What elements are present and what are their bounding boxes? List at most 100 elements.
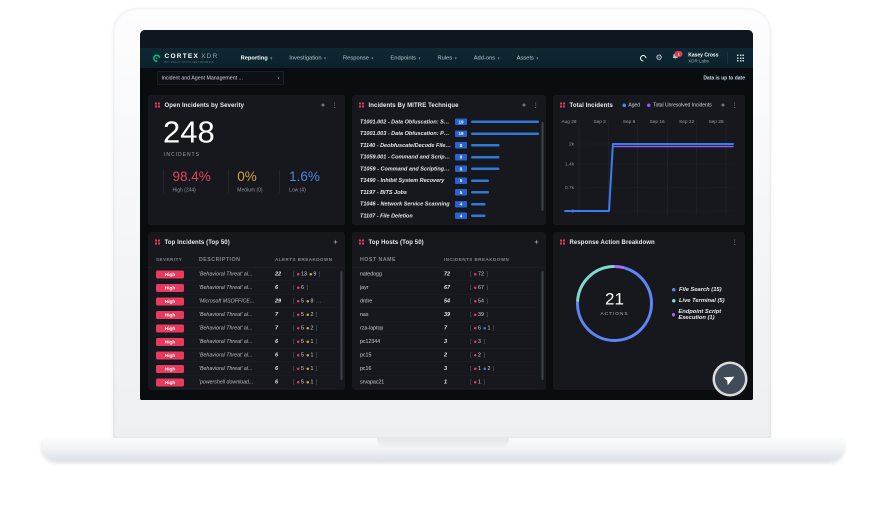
svg-text:1.4k: 1.4k (565, 162, 575, 168)
dashboard-selector[interactable]: Incident and Agent Management ... ▾ (157, 71, 284, 85)
breakdown-item: 9 (309, 271, 316, 277)
table-row[interactable]: srvapac21 1[1] (360, 376, 538, 389)
mitre-row[interactable]: T1059.001 - Command and Scripting Int...… (360, 151, 539, 163)
actions-count: 21 (605, 289, 624, 309)
legend-item[interactable]: Aged (622, 102, 640, 108)
table-row[interactable]: pc12344 3[3] (360, 335, 538, 349)
nav-item-response[interactable]: Response ▾ (343, 55, 373, 61)
host-name-cell: nas (360, 311, 369, 318)
pin-widget-icon[interactable] (521, 102, 527, 108)
mitre-row[interactable]: T1001.003 - Data Obfuscation: Protocol .… (360, 128, 539, 140)
alert-count-cell: 6 (275, 365, 279, 372)
table-row[interactable]: High 'Behavioral Threat' al... 7 [5 2] (156, 308, 337, 322)
breakdown-item: 6 (297, 285, 304, 291)
pin-widget-icon[interactable] (534, 239, 539, 245)
table-row[interactable]: High 'Microsoft MSOFFICE... 29 [5 8... (156, 295, 337, 308)
donut-legend-item: Live Terminal (5) (672, 298, 745, 304)
mitre-technique-label: T1107 - File Deletion (360, 212, 413, 219)
mitre-row[interactable]: T1001.002 - Data Obfuscation: Stegano...… (360, 116, 539, 128)
mitre-row[interactable]: T1046 - Network Service Scanning 4 (360, 198, 539, 210)
nav-item-assets[interactable]: Assets ▾ (517, 55, 539, 61)
legend-item[interactable]: Total Unresolved Incidents (647, 102, 712, 108)
kebab-menu-icon[interactable]: ⋮ (731, 238, 739, 246)
breakdown-item: 54 (474, 298, 484, 304)
severity-dot-high (474, 313, 477, 316)
user-menu[interactable]: Kasey Cross XDR Labs (688, 52, 718, 63)
notifications-button[interactable]: 1 (672, 51, 683, 63)
table-row[interactable]: nas 39[39] (360, 308, 538, 322)
legend-dot (672, 287, 676, 292)
host-name-cell: pc16 (360, 365, 372, 372)
table-row[interactable]: rza-laptop 7 [6 1] (360, 322, 538, 335)
severity-stat[interactable]: 1.6% Low (4) (279, 169, 320, 193)
table-row[interactable]: High 'powershell download... 6 [5 1] (156, 376, 337, 389)
mitre-row[interactable]: T1490 - Inhibit System Recovery 5 (360, 175, 539, 187)
table-row[interactable]: pc16 3 [1 2] (360, 362, 538, 376)
column-alerts-breakdown[interactable]: ALERTS BREAKDOWN (275, 257, 333, 262)
alert-count-cell: 7 (275, 325, 279, 331)
kebab-menu-icon[interactable]: ⋮ (331, 101, 339, 109)
severity-dot-medium (306, 313, 309, 316)
table-row[interactable]: High 'Behavioral Threat' al... 7 [5 2] (156, 322, 337, 335)
pin-widget-icon[interactable] (320, 102, 326, 108)
severity-dot-high (297, 299, 300, 303)
scrollbar[interactable] (541, 271, 544, 380)
kebab-menu-icon[interactable]: ⋮ (532, 101, 540, 109)
breakdown-cell: [1] (470, 379, 485, 385)
severity-badge: High (156, 365, 184, 374)
table-row[interactable]: pc15 2[2] (360, 349, 538, 362)
table-row[interactable]: High 'Behavioral Threat' al... 6 [5 1] (156, 349, 337, 362)
app-launcher-icon[interactable] (737, 54, 744, 62)
column-severity[interactable]: SEVERITY (156, 257, 183, 262)
description-cell: 'powershell download... (199, 379, 254, 385)
column-host-name[interactable]: HOST NAME (360, 256, 396, 263)
table-row[interactable]: High 'Behavioral Threat' al... 6 [5 1] (156, 362, 337, 376)
table-row[interactable]: High 'Behavioral Threat' al... 22 [13 9] (156, 268, 337, 281)
nav-item-rules[interactable]: Rules ▾ (438, 55, 457, 61)
nav-item-reporting[interactable]: Reporting ▾ (241, 55, 273, 61)
mitre-row[interactable]: T1107 - File Deletion 4 (360, 210, 539, 222)
chevron-down-icon: ▾ (418, 55, 421, 61)
breakdown-value: 5 (301, 338, 304, 345)
mitre-row[interactable]: T1140 - Deobfuscate/Decode Files or Inf.… (360, 140, 539, 152)
help-icon[interactable] (638, 53, 648, 63)
nav-item-investigation[interactable]: Investigation ▾ (289, 55, 326, 61)
paper-plane-icon (723, 376, 735, 386)
kebab-menu-icon[interactable]: ⋮ (731, 101, 739, 109)
severity-stat[interactable]: 0% Medium (0) (227, 169, 263, 193)
mitre-row[interactable]: T1197 - BITS Jobs 5 (360, 187, 539, 199)
chevron-down-icon: ▾ (324, 55, 327, 61)
breakdown-value: 1 (310, 352, 314, 358)
nav-item-endpoints[interactable]: Endpoints ▾ (390, 55, 420, 61)
table-row[interactable]: drdre 54[54] (360, 295, 538, 308)
legend-dot (622, 103, 626, 107)
gear-icon[interactable]: ⚙ (655, 53, 663, 62)
panel-title: Top Hosts (Top 50) (368, 238, 424, 246)
mitre-row[interactable]: T1059 - Command and Scripting Interpr...… (360, 163, 539, 175)
column-incidents-breakdown[interactable]: INCIDENTS BREAKDOWN (444, 257, 510, 262)
cortex-xdr-logo[interactable]: CORTEX XDR BY PALO ALTO NETWORKS (151, 52, 219, 64)
table-row[interactable]: High 'Behavioral Threat' al... 6[6] (156, 281, 337, 295)
column-description[interactable]: DESCRIPTION (199, 256, 241, 263)
mitre-count-badge: 4 (455, 212, 467, 220)
severity-dot-low (483, 326, 486, 330)
incident-count-cell: 2 (444, 352, 448, 358)
pin-widget-icon[interactable] (720, 102, 726, 108)
panel-open-incidents-by-severity: Open Incidents by Severity ⋮ 248 INCIDEN… (148, 95, 345, 225)
severity-cell: High (156, 269, 199, 279)
chat-fab-button[interactable] (715, 364, 745, 394)
scrollbar[interactable] (340, 271, 343, 380)
pin-widget-icon[interactable] (333, 239, 338, 245)
top-hosts-rows: natedogg 72[72] jayr 67[67] drdre 54[54] nas 39… (352, 268, 546, 389)
breakdown-value: 5 (301, 298, 304, 304)
breakdown-value: 8 (310, 298, 314, 304)
nav-item-label: Reporting (240, 55, 268, 61)
severity-stat[interactable]: 98.4% High (244) (163, 169, 211, 193)
table-row[interactable]: High 'Behavioral Threat' al... 6 [5 1] (156, 335, 337, 349)
nav-item-add-ons[interactable]: Add-ons ▾ (474, 55, 500, 61)
scrollbar[interactable] (541, 122, 544, 211)
table-row[interactable]: natedogg 72[72] (360, 268, 538, 281)
severity-badge: High (156, 311, 184, 320)
table-row[interactable]: jayr 67[67] (360, 281, 538, 295)
legend-dot (672, 312, 675, 317)
